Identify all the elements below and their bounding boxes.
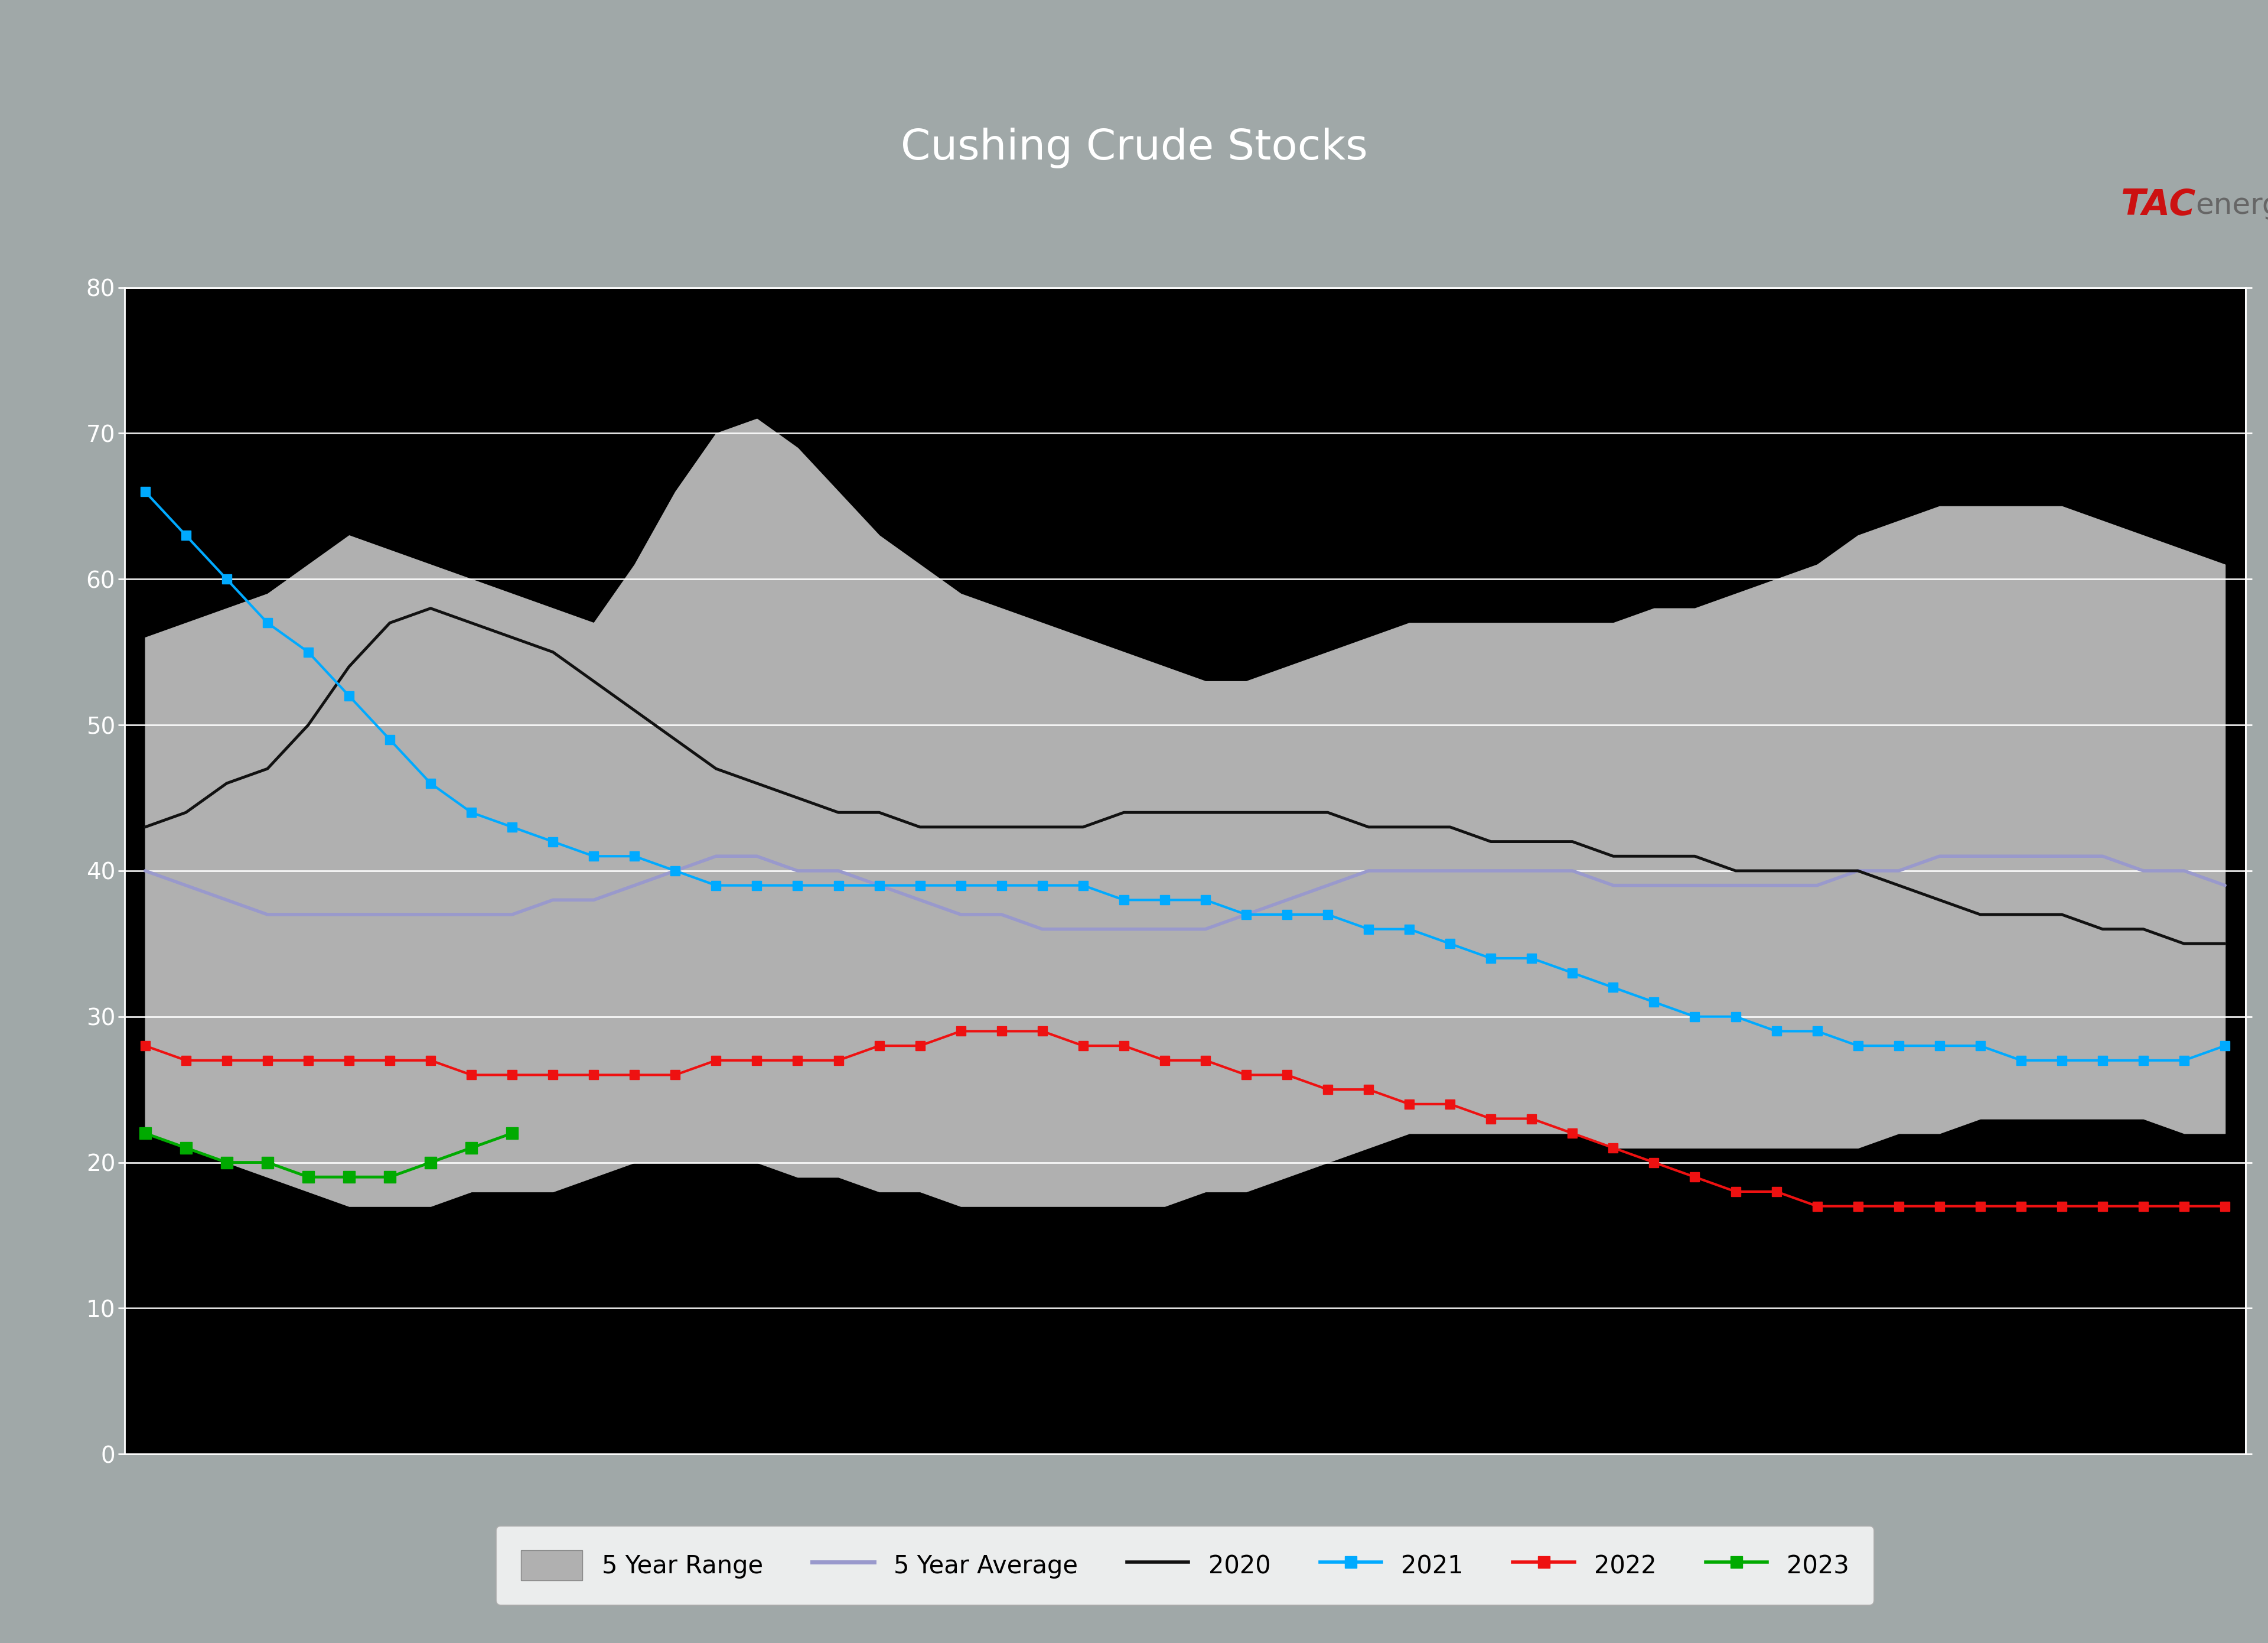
Text: energy: energy (2195, 191, 2268, 220)
Text: TAC: TAC (2121, 187, 2195, 223)
Text: Cushing Crude Stocks: Cushing Crude Stocks (900, 128, 1368, 168)
Legend: 5 Year Range, 5 Year Average, 2020, 2021, 2022, 2023: 5 Year Range, 5 Year Average, 2020, 2021… (497, 1526, 1873, 1605)
